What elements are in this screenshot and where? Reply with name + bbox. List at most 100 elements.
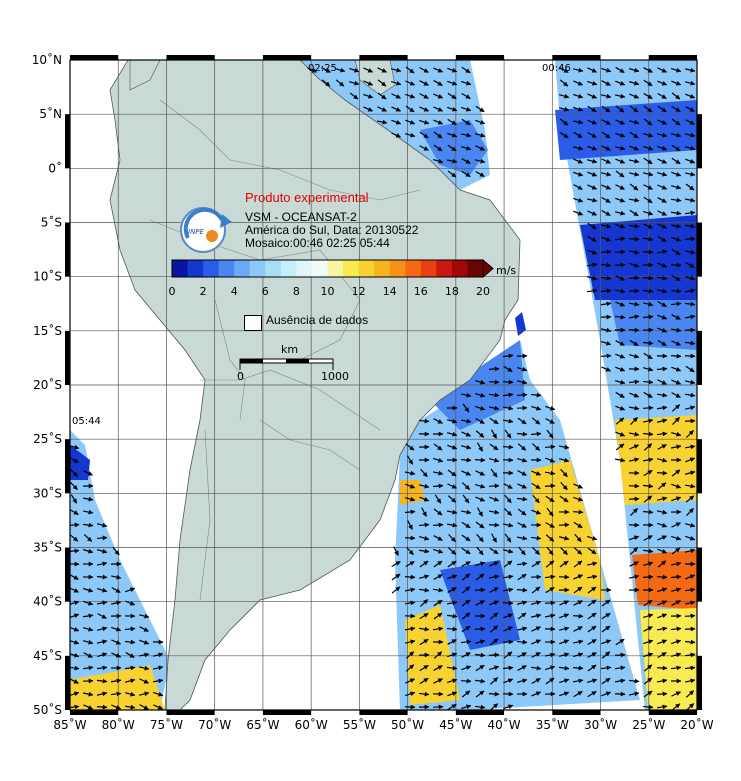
wind-arrow xyxy=(657,482,667,490)
wind-arrow xyxy=(685,495,695,503)
wind-arrow xyxy=(573,521,583,529)
wind-arrow xyxy=(657,92,667,100)
frame-bar xyxy=(65,114,70,169)
lon-label: 60˚W xyxy=(295,717,328,732)
wind-arrow xyxy=(83,534,93,542)
wind-arrow xyxy=(111,626,122,632)
wind-arrow xyxy=(643,157,653,165)
wind-arrow xyxy=(629,561,639,567)
colorbar-segment xyxy=(358,260,375,277)
wind-arrow xyxy=(615,391,625,399)
wind-arrow xyxy=(531,482,541,490)
wind-arrow xyxy=(545,534,555,542)
wind-arrow xyxy=(628,431,640,437)
wind-arrow xyxy=(685,80,696,86)
wind-arrow xyxy=(560,468,568,478)
wind-arrow xyxy=(433,106,444,112)
wind-arrow xyxy=(629,457,640,463)
wind-arrow xyxy=(517,483,527,489)
wind-arrow xyxy=(545,522,555,528)
caribbean-land xyxy=(129,60,161,91)
wind-arrow xyxy=(670,353,682,359)
wind-arrow xyxy=(671,314,681,320)
wind-arrow xyxy=(559,535,570,541)
wind-arrow xyxy=(559,678,570,684)
wind-arrow xyxy=(629,80,640,86)
wind-arrow xyxy=(516,626,528,632)
wind-arrow xyxy=(419,638,429,646)
wind-arrow xyxy=(601,184,612,190)
wind-arrow xyxy=(516,639,528,645)
wind-arrow xyxy=(642,405,654,411)
wind-arrow xyxy=(685,145,696,151)
wind-arrow xyxy=(82,496,94,502)
wind-arrow xyxy=(684,613,696,619)
wind-arrow xyxy=(615,366,626,372)
wind-arrow xyxy=(587,547,597,555)
wind-arrow xyxy=(461,470,472,476)
wind-arrow xyxy=(643,690,653,698)
wind-arrow xyxy=(642,704,654,710)
colorbar-segment xyxy=(374,260,391,277)
wind-arrow xyxy=(96,691,108,697)
wind-arrow xyxy=(544,613,556,619)
wind-arrow xyxy=(418,522,430,528)
wind-arrow xyxy=(657,509,668,515)
wind-arrow xyxy=(432,587,444,593)
wind-arrow xyxy=(405,483,416,489)
wind-arrow xyxy=(502,353,514,359)
wind-arrow xyxy=(488,392,500,398)
wind-arrow xyxy=(601,236,612,242)
wind-arrow xyxy=(614,145,626,151)
wind-arrow xyxy=(587,275,598,281)
wind-arrow xyxy=(531,691,542,697)
wind-arrow xyxy=(517,508,527,516)
wind-arrow xyxy=(405,560,415,568)
wind-arrow xyxy=(488,691,500,697)
wind-arrow xyxy=(670,197,682,203)
wind-arrow xyxy=(656,574,668,580)
lat-label: 5˚S xyxy=(41,215,62,230)
wind-arrow xyxy=(629,535,640,541)
wind-arrow xyxy=(517,522,527,528)
wind-arrow xyxy=(614,236,626,242)
wind-arrow xyxy=(517,379,528,385)
wind-arrow xyxy=(601,691,612,697)
wind-arrow xyxy=(545,677,555,685)
swath-west xyxy=(70,430,170,710)
frame-bar xyxy=(166,710,215,715)
wind-arrow xyxy=(615,417,625,425)
wind-arrow xyxy=(488,652,500,658)
wind-arrow xyxy=(489,665,500,671)
swath-east-band1 xyxy=(555,100,697,160)
wind-arrow xyxy=(642,340,654,346)
wind-arrow xyxy=(406,455,414,465)
wind-arrow xyxy=(671,652,682,658)
colorbar-segment xyxy=(451,260,468,277)
wind-arrow xyxy=(685,261,695,269)
wind-arrow xyxy=(685,365,695,373)
wind-arrow xyxy=(587,612,597,620)
wind-arrow xyxy=(573,80,583,86)
wind-arrow xyxy=(447,431,458,437)
wind-arrow xyxy=(83,548,94,554)
wind-arrow xyxy=(391,93,401,99)
wind-arrow xyxy=(559,613,570,619)
wind-arrow xyxy=(559,560,569,568)
wind-arrow xyxy=(461,118,471,126)
no-data-swatch xyxy=(244,315,262,331)
logo-text: INPE xyxy=(188,228,205,236)
wind-arrow xyxy=(671,522,681,528)
wind-arrow xyxy=(643,118,653,126)
wind-arrow xyxy=(684,587,696,593)
wind-arrow xyxy=(546,429,554,439)
lon-label: 55˚W xyxy=(343,717,376,732)
wind-arrow xyxy=(82,691,94,697)
wind-arrow xyxy=(447,495,457,503)
wind-arrow xyxy=(96,678,108,684)
wind-arrow xyxy=(70,574,79,580)
wind-arrow xyxy=(476,442,484,452)
wind-arrow xyxy=(124,704,136,710)
wind-arrow xyxy=(671,132,682,138)
frame-bar xyxy=(648,55,697,60)
